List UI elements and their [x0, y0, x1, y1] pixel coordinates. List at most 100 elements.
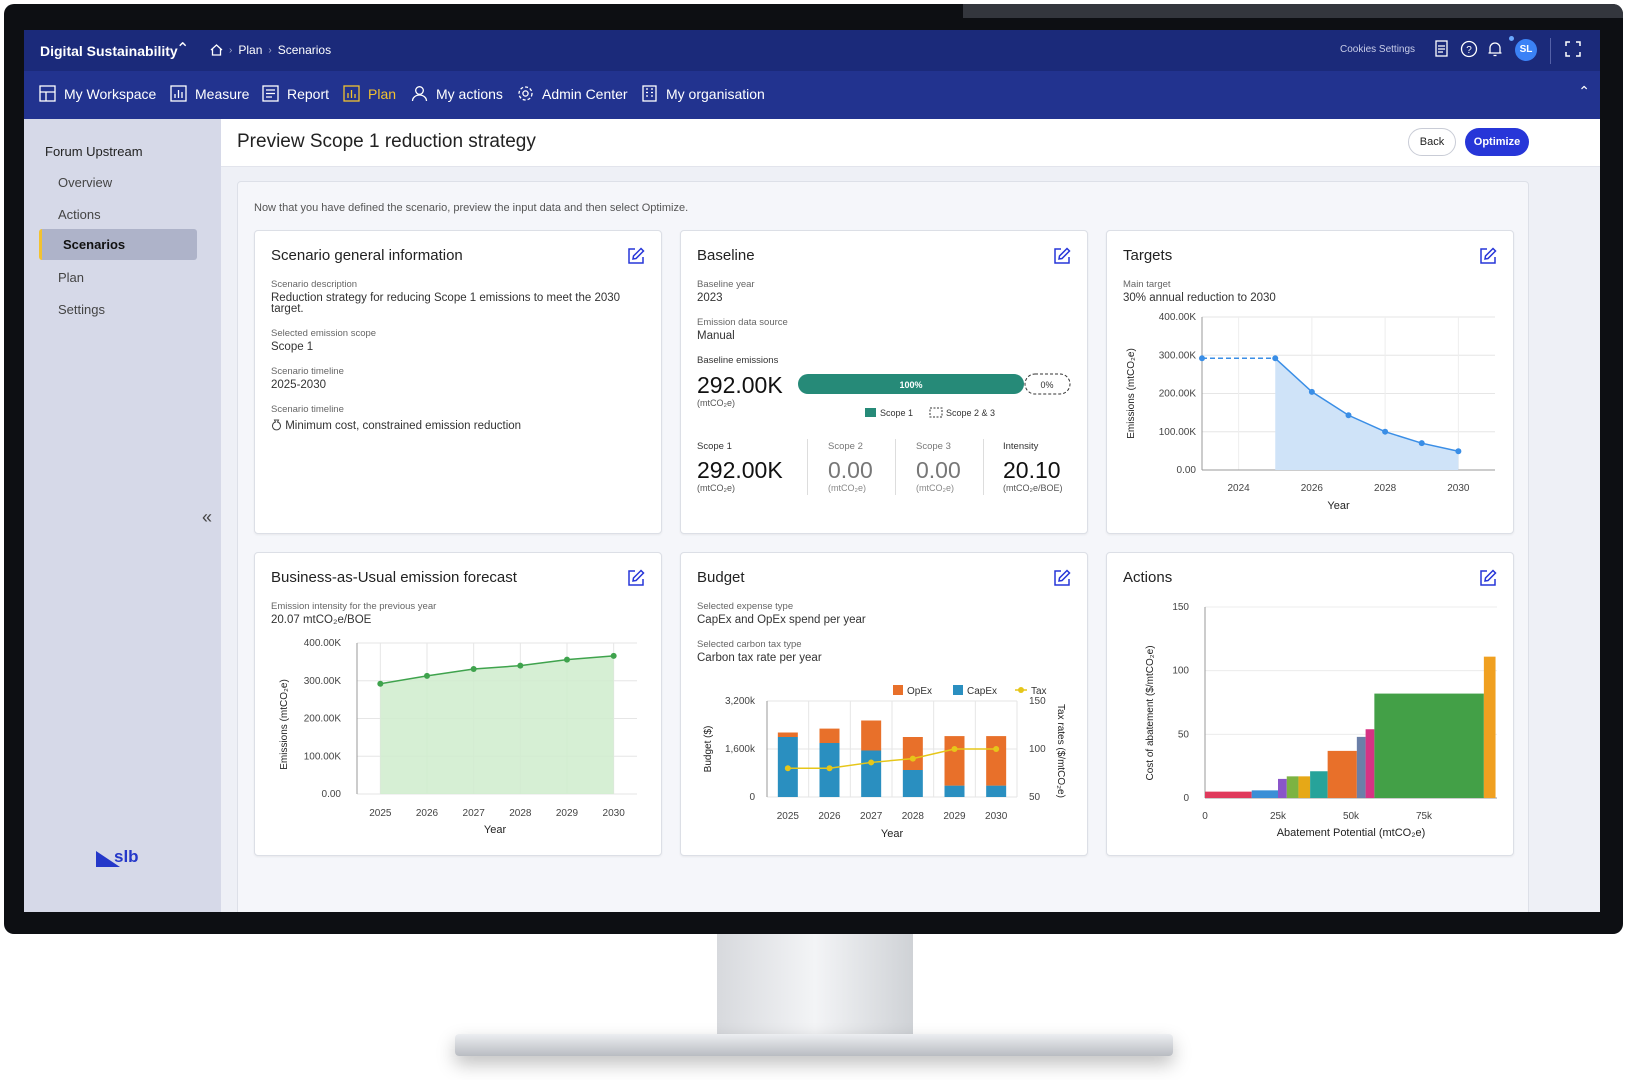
x-axis-title: Year	[881, 828, 904, 840]
y-tick-label: 3,200k	[725, 696, 756, 707]
card-title: Business-as-Usual emission forecast	[271, 569, 517, 586]
unit-label: (mtCO₂e)	[697, 398, 735, 408]
breadcrumb-plan[interactable]: Plan	[238, 43, 263, 57]
card-actions: Actions 0 50 100 150 0 25k 50k 75k Abatement Pot…	[1106, 552, 1514, 856]
x-axis-title: Year	[1327, 500, 1350, 512]
y-axis-title: Cost of abatement ($/mtCO₂e)	[1145, 645, 1156, 780]
bau-point	[470, 666, 477, 673]
back-button[interactable]: Back	[1408, 128, 1456, 156]
bau-line	[380, 655, 614, 685]
x-tick-label: 2029	[943, 811, 966, 822]
slb-logo: slb	[96, 847, 139, 867]
edit-icon[interactable]	[627, 247, 645, 265]
card-baseline: Baseline Baseline year 2023 Emission dat…	[680, 230, 1088, 534]
nav-my-actions[interactable]: My actions	[411, 85, 503, 102]
sidebar-item-overview[interactable]: Overview	[58, 175, 113, 190]
collapse-nav-icon[interactable]: ⌃	[1578, 83, 1590, 99]
apps-switcher-icon[interactable]: ⌃	[176, 41, 190, 58]
nav-label: Admin Center	[542, 85, 628, 102]
legend-swatch-scope1	[865, 408, 876, 417]
capex-bar	[861, 750, 882, 797]
action-bar	[1298, 776, 1311, 798]
monitor-stand-neck	[717, 934, 913, 1034]
action-bar	[1365, 729, 1375, 798]
legend-swatch-capex	[953, 685, 963, 695]
y2-tick-label: 100	[1029, 744, 1046, 755]
bau-chart: 0.00 100.00K 200.00K 300.00K 400.00K 2025 2026…	[279, 638, 637, 836]
baseline-point	[1199, 355, 1205, 362]
y-tick-label: 150	[1172, 602, 1189, 613]
app-screen: Digital Sustainability ⌃ › Plan › Scenar…	[24, 30, 1600, 912]
bau-intensity-value: 20.07 mtCO₂e/BOE	[271, 614, 372, 626]
home-icon[interactable]	[210, 44, 223, 56]
nav-my-workspace[interactable]: My Workspace	[39, 85, 156, 102]
brand-title[interactable]: Digital Sustainability	[40, 43, 178, 59]
avatar[interactable]: SL	[1515, 39, 1537, 61]
cookies-settings-link[interactable]: Cookies Settings	[1340, 44, 1416, 55]
field-label: Main target	[1123, 279, 1171, 290]
edit-icon[interactable]	[1053, 569, 1071, 587]
unit-label: (mtCO₂e)	[916, 483, 954, 493]
y-tick-label: 200.00K	[304, 714, 342, 725]
unit-label: (mtCO₂e)	[697, 483, 735, 493]
svg-text:?: ?	[1466, 45, 1472, 56]
target-point	[1308, 388, 1315, 395]
action-bar	[1286, 776, 1299, 798]
nav-measure[interactable]: Measure	[170, 85, 249, 102]
nav-my-organisation[interactable]: My organisation	[641, 85, 765, 102]
x-tick-label: 2024	[1228, 483, 1251, 494]
y2-axis-title: Tax rates ($/mtCO₂e)	[1055, 704, 1066, 798]
sidebar-item-plan[interactable]: Plan	[58, 270, 85, 285]
opex-bar	[861, 720, 882, 751]
report-doc-icon[interactable]	[1434, 40, 1450, 58]
intensity-value: 20.10	[1003, 457, 1061, 483]
tax-line	[787, 748, 997, 769]
nav-label: Report	[287, 85, 330, 102]
nav-admin-center[interactable]: Admin Center	[517, 85, 628, 102]
edit-icon[interactable]	[1053, 247, 1071, 265]
edit-icon[interactable]	[627, 569, 645, 587]
y2-tick-label: 50	[1029, 792, 1041, 803]
opex-bar	[777, 732, 798, 737]
target-line	[1274, 357, 1459, 452]
nav-report[interactable]: Report	[262, 85, 329, 102]
sidebar-item-actions[interactable]: Actions	[58, 207, 101, 222]
edit-icon[interactable]	[1479, 247, 1497, 265]
bau-point	[424, 672, 430, 679]
legend-capex: CapEx	[967, 686, 997, 697]
x-tick-label: 2025	[777, 811, 800, 822]
tax-point	[826, 765, 833, 772]
action-bar	[1310, 771, 1328, 798]
scope3-label: Scope 3	[916, 441, 951, 452]
fullscreen-icon[interactable]	[1564, 40, 1582, 58]
field-label: Baseline year	[697, 279, 755, 290]
actions-chart: 0 50 100 150 0 25k 50k 75k Abatement Potential (…	[1145, 602, 1497, 839]
x-tick-label: 2026	[818, 811, 841, 822]
action-bar	[1374, 693, 1484, 798]
data-source: Manual	[697, 330, 735, 342]
help-icon[interactable]: ?	[1460, 40, 1478, 58]
x-tick-label: 25k	[1270, 811, 1287, 822]
nav-plan[interactable]: Plan	[343, 85, 396, 102]
baseline-emissions-value: 292.00K	[697, 372, 783, 398]
y-tick-label: 400.00K	[1159, 312, 1197, 323]
scope1-share-fill	[798, 374, 1024, 394]
breadcrumb-scenarios[interactable]: Scenarios	[277, 43, 332, 57]
sidebar-item-settings[interactable]: Settings	[58, 302, 105, 317]
y-tick-label: 300.00K	[304, 676, 342, 687]
money-bag-icon	[272, 419, 281, 431]
divider	[1550, 38, 1551, 64]
bell-icon[interactable]	[1487, 40, 1503, 58]
target-point	[1455, 448, 1462, 455]
sidebar-item-scenarios[interactable]: Scenarios	[39, 229, 197, 260]
collapse-sidebar-icon[interactable]: «	[202, 507, 213, 527]
bau-point	[564, 656, 570, 663]
target-point	[1272, 355, 1279, 362]
y-axis-title: Emissions (mtCO₂e)	[279, 679, 290, 770]
target-point	[1418, 440, 1425, 447]
field-label: Emission data source	[697, 317, 788, 328]
optimize-button[interactable]: Optimize	[1465, 128, 1529, 156]
edit-icon[interactable]	[1479, 569, 1497, 587]
legend-opex: OpEx	[907, 686, 932, 697]
document-icon	[262, 85, 279, 102]
